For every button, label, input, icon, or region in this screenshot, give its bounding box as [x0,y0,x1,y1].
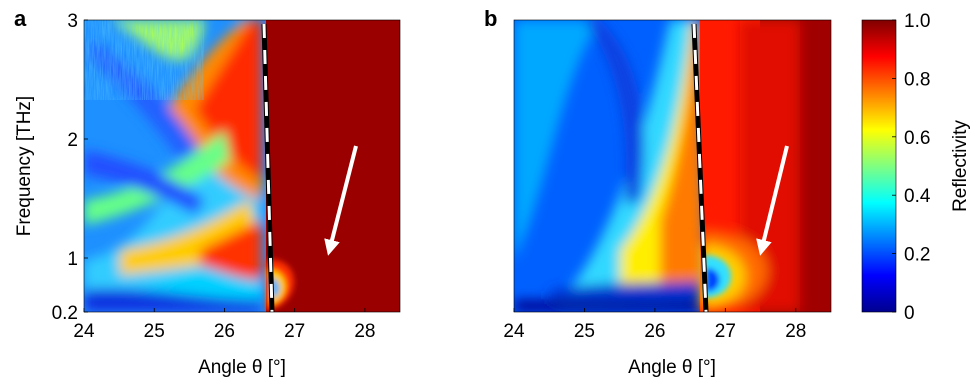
colorbar-tick-label: 0.4 [904,186,931,207]
colorbar-tick-label: 0.2 [904,245,930,266]
x-tick-label: 26 [644,321,665,342]
panel-label-a: a [14,6,27,31]
x-tick-label: 27 [284,321,305,342]
colorbar-tick-label: 0.8 [904,69,930,90]
heatmap-a [84,20,400,312]
y-tick-label: 1 [67,249,78,270]
y-tick-label: 2 [67,130,78,151]
colorbar-tick-label: 0 [904,303,915,324]
x-axis-label-b: Angle θ [°] [628,357,716,378]
y-axis-label-a: Frequency [THz] [14,96,35,236]
axes-b-frame [513,19,832,313]
x-tick-label: 25 [574,321,595,342]
x-tick-label: 27 [715,321,736,342]
y-tick-label: 0.2 [52,303,78,324]
x-tick-label: 28 [785,321,806,342]
x-tick-label: 26 [214,321,235,342]
x-tick-label: 25 [144,321,165,342]
colorbar-label: Reflectivity [950,120,971,212]
x-tick-label: 24 [73,321,95,342]
axes-a-frame [83,19,401,313]
x-tick-label: 28 [354,321,375,342]
colorbar-tick-label: 0.6 [904,128,930,149]
panel-label-b: b [484,6,497,31]
colorbar [861,19,897,313]
x-axis-label-a: Angle θ [°] [198,357,286,378]
y-tick-label: 3 [67,11,78,32]
heatmap-b [514,20,831,312]
colorbar-tick-label: 1.0 [904,11,930,32]
x-tick-label: 24 [503,321,525,342]
